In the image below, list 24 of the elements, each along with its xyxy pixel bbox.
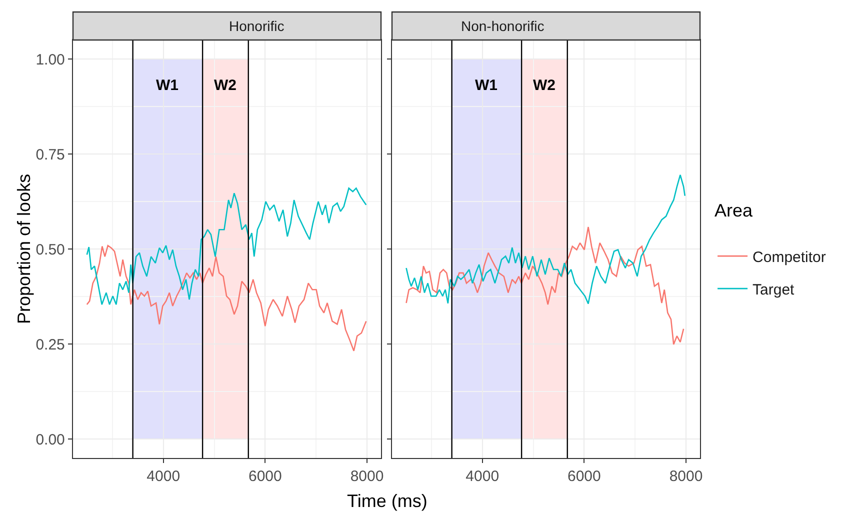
x-tick-label: 4000 (466, 468, 500, 486)
x-tick-label: 6000 (567, 468, 601, 486)
x-tick-label: 4000 (146, 468, 180, 486)
y-axis-title: Proportion of looks (14, 174, 34, 324)
y-tick-label: 0.00 (36, 431, 65, 448)
y-tick-label: 1.00 (36, 51, 65, 68)
x-tick-label: 8000 (669, 468, 703, 486)
x-tick-label: 6000 (248, 468, 282, 486)
chart-title: Non-honorific (461, 18, 544, 34)
legend-label: Competitor (752, 248, 826, 266)
x-axis-title: Time (ms) (347, 491, 428, 511)
legend-label: Target (752, 281, 796, 298)
band-label: W1 (475, 77, 498, 94)
y-tick-label: 0.25 (36, 336, 65, 354)
legend-title: Area (714, 200, 754, 220)
chart-title: Honorific (229, 18, 284, 34)
band-label: W1 (156, 77, 178, 94)
band-label: W2 (214, 77, 236, 94)
line-series (86, 244, 367, 352)
y-tick-label: 0.50 (36, 241, 65, 258)
line-series (86, 188, 367, 306)
band-label: W2 (533, 77, 556, 94)
y-tick-label: 0.75 (36, 146, 65, 164)
x-tick-label: 8000 (350, 468, 384, 486)
